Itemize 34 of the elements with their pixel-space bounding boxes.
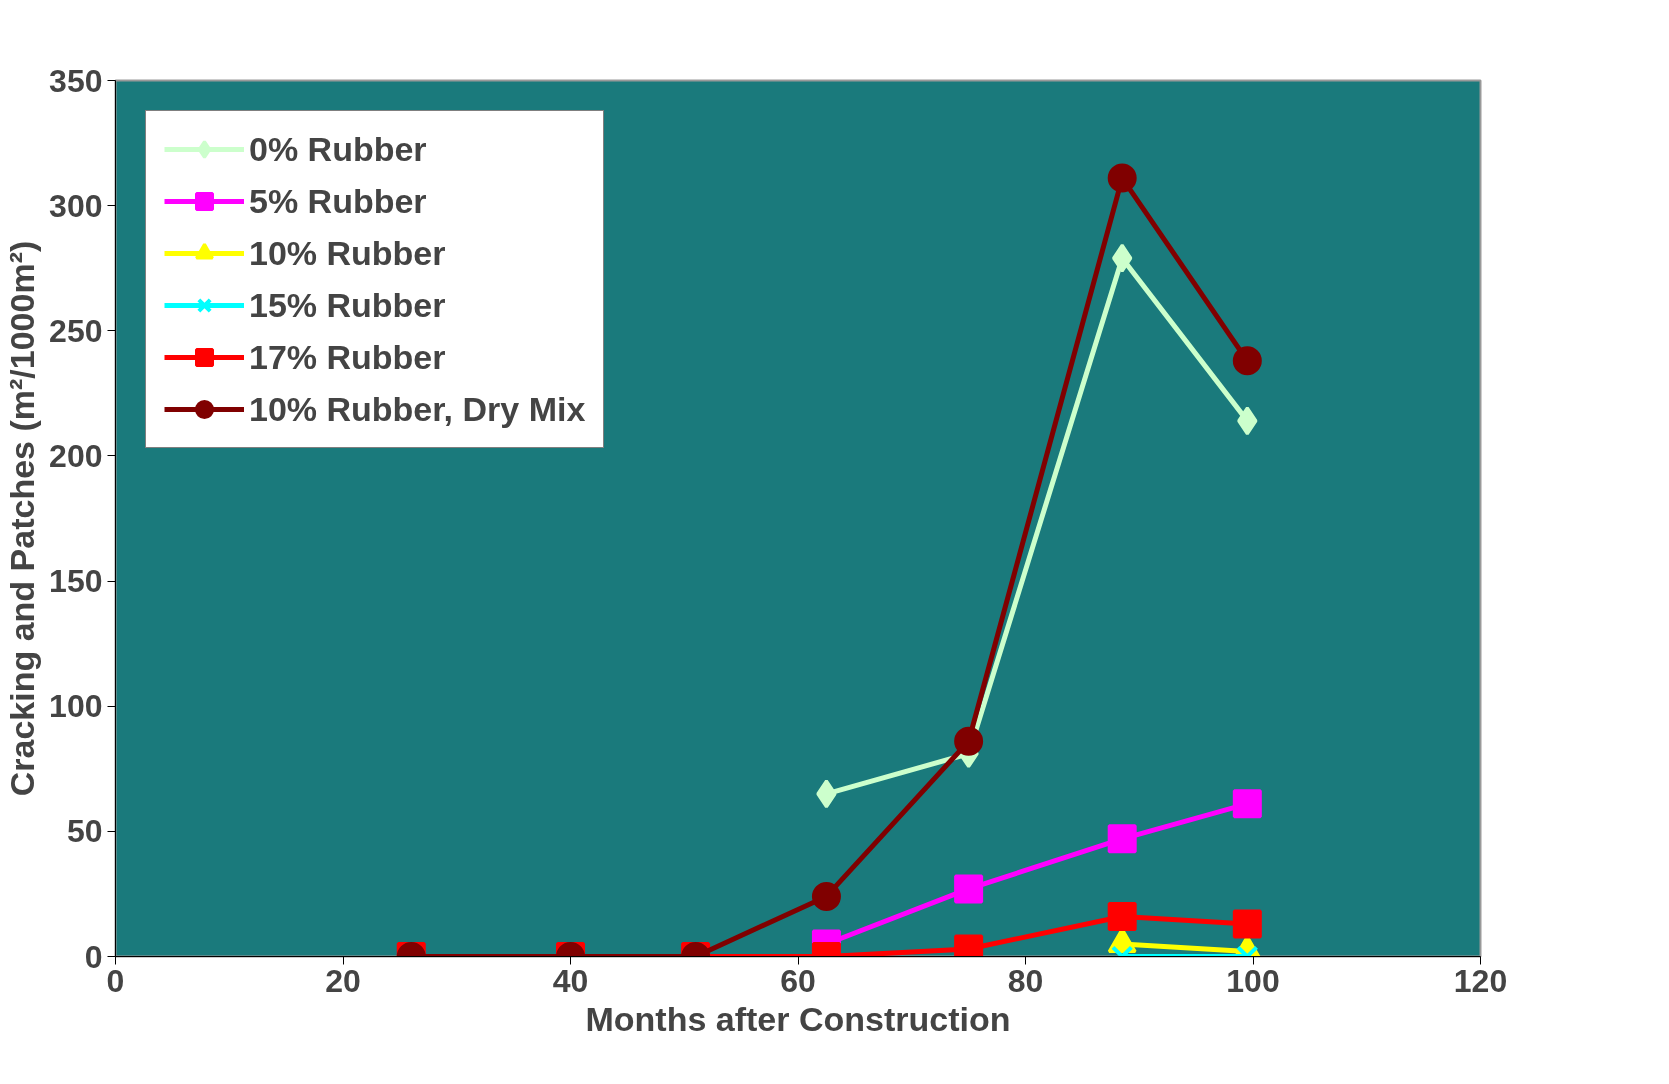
point: [1107, 901, 1137, 931]
x-tick-label: 60: [780, 962, 816, 999]
point: [1237, 406, 1258, 436]
legend-label: 10% Rubber, Dry Mix: [249, 389, 586, 429]
point: [954, 726, 984, 756]
point: [811, 881, 841, 911]
y-tick-label: 350: [49, 62, 103, 99]
legend-label: 17% Rubber: [249, 337, 446, 377]
y-tick-label: 300: [49, 187, 103, 224]
x-tick-label: 100: [1226, 962, 1280, 999]
legend-label: 0% Rubber: [249, 129, 427, 169]
x-axis-title: Months after Construction: [585, 999, 1011, 1038]
point: [1232, 346, 1262, 376]
x-tick-label: 120: [1453, 962, 1508, 999]
x-tick-label: 40: [552, 962, 589, 999]
y-tick-label: 150: [49, 563, 103, 600]
point: [1232, 909, 1262, 939]
y-axis-title: Cracking and Patches (m²/1000m²): [3, 240, 42, 797]
point: [954, 874, 984, 904]
y-tick-label: 0: [84, 938, 103, 975]
legend-label: 15% Rubber: [249, 285, 446, 325]
legend-label: 10% Rubber: [249, 233, 446, 273]
x-tick-label: 80: [1007, 962, 1044, 999]
x-tick-label: 20: [325, 962, 361, 999]
legend-label: 5% Rubber: [249, 181, 427, 221]
y-tick-label: 50: [66, 813, 103, 850]
y-tick-label: 100: [49, 688, 103, 725]
point: [1232, 789, 1262, 819]
y-tick-label: 250: [49, 312, 103, 349]
point: [1107, 824, 1137, 854]
point: [1107, 163, 1137, 193]
y-tick-label: 200: [49, 437, 103, 474]
point: [1112, 243, 1133, 273]
point: [816, 779, 837, 809]
